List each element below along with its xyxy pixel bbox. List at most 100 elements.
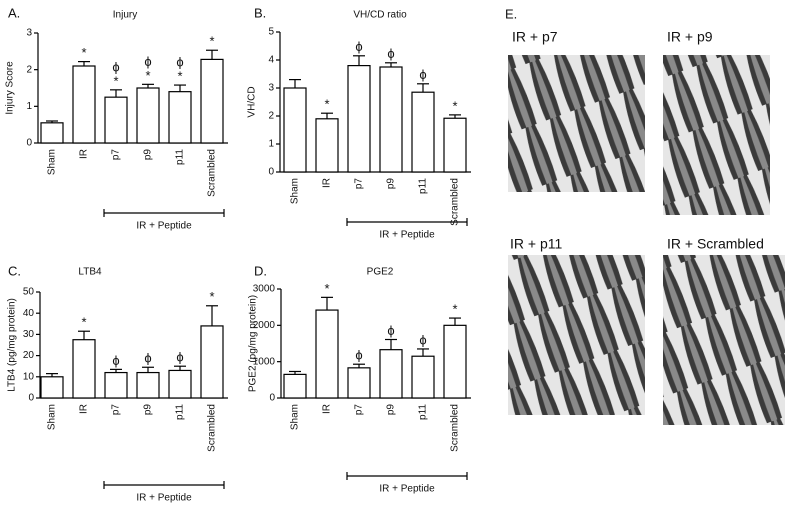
y-axis-label: PGE2 (pg/mg protein) [248,295,259,392]
bar [136,87,160,144]
bar [315,118,339,173]
significance-mark: ϕ [176,55,183,70]
significance-mark: ϕ [419,332,426,347]
x-tick-label: p9 [386,178,397,190]
image-label: IR + p9 [667,29,713,45]
y-tick-label: 20 [23,350,35,361]
bar [136,371,160,399]
panel-label: C. [8,263,21,278]
y-axis-label: VH/CD [247,86,258,117]
y-tick-label: 3000 [253,284,276,295]
image-label: IR + p7 [512,29,558,45]
x-tick-label: Scrambled [450,178,461,226]
x-tick-label: IR [322,404,333,414]
bar [40,376,64,399]
y-tick-label: 50 [23,287,35,298]
histology-image [508,255,645,415]
significance-mark: ϕ [355,39,362,54]
y-tick-label: 30 [23,329,35,340]
x-tick-label: Sham [47,404,58,430]
x-tick-label: IR [79,404,90,414]
y-tick-label: 3 [268,83,274,94]
significance-mark: ϕ [144,351,151,366]
x-tick-label: Scrambled [207,149,218,197]
y-tick-label: 0 [28,393,34,404]
y-tick-label: 1 [268,139,274,150]
group-label: IR + Peptide [136,221,192,232]
bar [72,339,96,399]
bar [200,58,224,144]
bar [168,91,192,144]
histology-image [508,55,645,192]
panel-label: A. [8,5,20,20]
x-tick-label: Scrambled [207,404,218,452]
significance-mark: * [324,97,329,112]
significance-mark: * [452,98,457,113]
image-label: IR + p11 [510,236,562,252]
x-tick-label: p7 [354,404,365,416]
panel-label: B. [254,5,266,20]
bar [443,117,467,173]
y-tick-label: 1 [26,101,32,112]
significance-mark: ϕ [176,350,183,365]
y-tick-label: 1000 [253,356,276,367]
significance-mark: ϕ [112,353,119,368]
significance-mark: * [177,69,182,84]
bar [283,373,307,399]
bar [200,325,224,399]
bar [347,367,371,399]
y-tick-label: 0 [268,167,274,178]
y-tick-label: 2 [268,111,274,122]
y-tick-label: 10 [23,371,35,382]
panel-label: D. [254,263,267,278]
x-tick-label: Sham [290,178,301,204]
significance-mark: * [113,73,118,88]
x-tick-label: IR [322,178,333,188]
bar [411,91,435,173]
y-axis-label: LTB4 (pg/mg protein) [7,298,18,392]
chart-title: LTB4 [78,267,102,278]
bar [104,371,128,399]
group-label: IR + Peptide [379,484,435,495]
x-tick-label: p9 [143,149,154,161]
x-tick-label: Sham [47,149,58,175]
x-tick-label: p11 [418,178,429,194]
bar [379,349,403,399]
chart-title: PGE2 [367,267,394,278]
y-axis-label: Injury Score [5,61,16,115]
significance-mark: * [209,34,214,49]
significance-mark: ϕ [387,46,394,61]
x-tick-label: IR [79,149,90,159]
x-tick-label: Scrambled [450,404,461,452]
significance-mark: ϕ [112,59,119,74]
significance-mark: ϕ [144,54,151,69]
x-tick-label: p9 [143,404,154,416]
image-label: IR + Scrambled [667,236,764,252]
significance-mark: * [81,315,86,330]
significance-mark: ϕ [387,323,394,338]
significance-mark: * [324,281,329,296]
y-tick-label: 2000 [253,320,276,331]
x-tick-label: p7 [354,178,365,190]
bar [443,324,467,399]
y-tick-label: 40 [23,308,35,319]
y-tick-label: 2 [26,64,32,75]
y-tick-label: 3 [26,28,32,39]
histology-image [663,255,785,425]
significance-mark: ϕ [419,67,426,82]
significance-mark: * [81,45,86,60]
bar [283,87,307,173]
histology-image [663,55,770,215]
bar [315,309,339,399]
x-tick-label: p11 [175,404,186,420]
x-tick-label: p7 [111,404,122,416]
x-tick-label: p11 [418,404,429,420]
bar [411,355,435,399]
x-tick-label: Sham [290,404,301,430]
significance-mark: * [452,302,457,317]
bar [72,65,96,144]
group-label: IR + Peptide [136,493,192,503]
x-tick-label: p9 [386,404,397,416]
